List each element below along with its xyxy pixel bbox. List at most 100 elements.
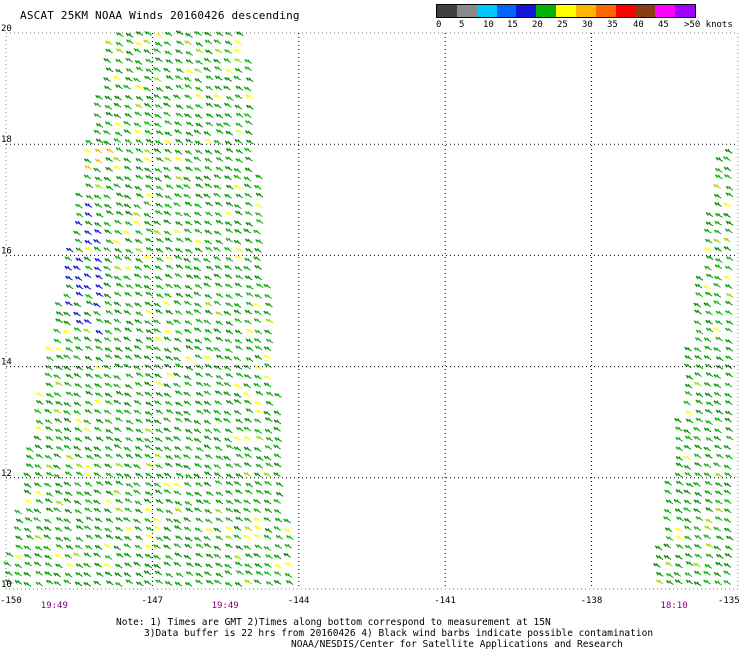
wind-barb — [723, 246, 732, 252]
wind-barb — [95, 94, 103, 100]
wind-barb — [95, 274, 103, 280]
wind-barb — [183, 554, 192, 560]
wind-barb — [205, 102, 214, 108]
wind-barb — [93, 463, 102, 469]
wind-barb — [695, 392, 704, 398]
wind-barb — [115, 84, 123, 90]
wind-barb — [225, 348, 233, 353]
wind-barb — [173, 356, 181, 362]
wind-barb — [713, 526, 721, 532]
wind-barb — [105, 273, 113, 279]
wind-barb — [273, 472, 281, 477]
wind-barb — [263, 517, 272, 522]
wind-barb — [125, 526, 134, 532]
wind-barb — [713, 571, 722, 577]
wind-barb — [14, 571, 23, 577]
wind-barb — [273, 571, 282, 576]
wind-barb — [155, 309, 163, 315]
wind-barb — [223, 391, 231, 397]
wind-barb — [85, 265, 93, 271]
legend-colorbar — [436, 4, 696, 18]
wind-barb — [725, 426, 733, 432]
wind-barb — [724, 310, 733, 315]
wind-barb — [95, 318, 104, 324]
wind-barb — [15, 535, 23, 541]
wind-barb — [85, 390, 93, 396]
note-line-1: Note: 1) Times are GMT 2)Times along bot… — [116, 617, 551, 628]
wind-barb — [245, 482, 254, 488]
wind-barb — [705, 543, 714, 549]
wind-barb — [165, 517, 174, 523]
wind-barb — [145, 228, 154, 234]
wind-barb — [205, 113, 214, 119]
wind-barb — [173, 561, 182, 567]
wind-barb — [205, 75, 214, 81]
wind-barb — [104, 392, 113, 398]
wind-barb — [163, 383, 172, 389]
wind-barb — [184, 417, 192, 423]
wind-barb — [723, 562, 732, 568]
wind-barb — [115, 462, 124, 468]
wind-barb — [34, 552, 42, 558]
wind-barb — [185, 474, 193, 479]
wind-barb — [53, 507, 61, 513]
wind-barb — [244, 417, 252, 423]
wind-barb — [35, 391, 44, 397]
wind-barb — [173, 518, 182, 524]
wind-barb — [235, 255, 243, 261]
wind-barb — [143, 148, 152, 154]
wind-barb — [123, 473, 132, 479]
wind-barb — [683, 455, 692, 461]
wind-barb — [165, 85, 173, 91]
wind-barb — [165, 454, 174, 460]
wind-barb — [663, 554, 672, 560]
wind-barb — [204, 571, 212, 577]
wind-barb — [53, 338, 62, 344]
wind-barb — [63, 354, 71, 360]
wind-barb — [684, 346, 692, 352]
wind-barb — [223, 57, 232, 63]
wind-barb — [675, 535, 684, 541]
wind-barb — [54, 301, 63, 307]
wind-barb — [205, 579, 214, 585]
wind-barb — [185, 131, 194, 137]
wind-barb — [166, 320, 174, 326]
wind-barb — [693, 581, 702, 587]
wind-barb — [664, 527, 673, 533]
wind-barb — [26, 534, 34, 540]
wind-barb — [223, 410, 232, 416]
wind-barb — [94, 176, 103, 182]
wind-speed-legend: 0 5 10 15 20 25 30 35 40 45 >50 knots — [436, 4, 733, 32]
wind-barb — [114, 363, 123, 369]
wind-barb — [195, 149, 203, 155]
wind-barb — [35, 490, 43, 496]
wind-barb — [225, 147, 234, 153]
wind-barb — [213, 58, 221, 64]
wind-barb — [75, 471, 84, 477]
wind-barb — [125, 210, 133, 216]
wind-barb — [215, 122, 224, 128]
wind-barb — [45, 399, 54, 405]
wind-barb — [144, 75, 152, 81]
legend-swatch — [615, 5, 636, 17]
wind-barb — [115, 472, 124, 478]
wind-barb — [184, 581, 193, 587]
wind-barb — [45, 492, 54, 497]
wind-barb — [694, 444, 703, 450]
wind-barb — [155, 57, 163, 63]
wind-barb — [83, 256, 92, 262]
wind-barb — [85, 293, 93, 299]
wind-barb — [725, 320, 734, 326]
wind-barb — [255, 409, 264, 415]
wind-barb — [115, 282, 124, 288]
wind-barb — [44, 364, 53, 370]
wind-barb — [245, 284, 254, 290]
wind-barb — [43, 545, 51, 551]
wind-barb — [253, 256, 261, 262]
wind-barb — [233, 480, 242, 486]
wind-barb — [265, 318, 274, 324]
wind-barb — [194, 68, 202, 74]
wind-barb — [84, 472, 92, 477]
wind-barb — [133, 489, 141, 495]
